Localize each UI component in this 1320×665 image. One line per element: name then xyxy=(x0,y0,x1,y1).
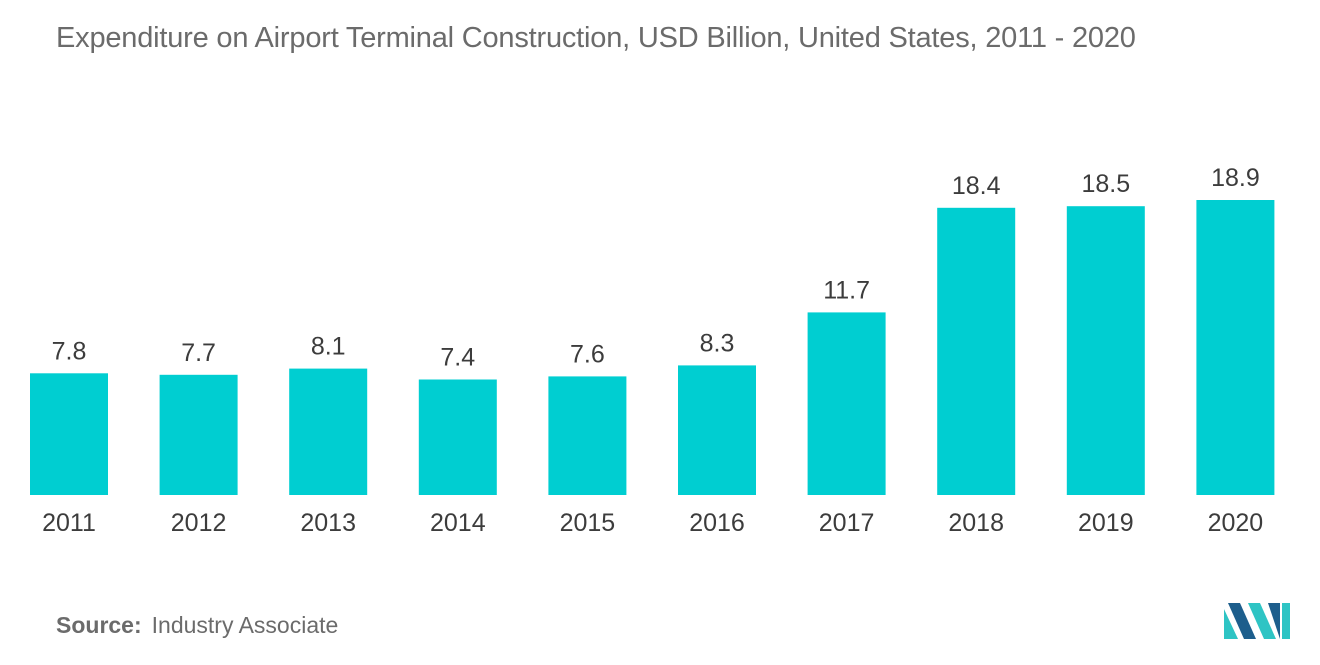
x-axis-ticks-layer: 2011 2012 2013 2014 2015 2016 2017 2018 2019 2020 xyxy=(42,509,1263,537)
bar-2020 xyxy=(1196,200,1275,495)
x-tick-2012: 2012 xyxy=(171,509,227,537)
bar-2014 xyxy=(418,379,497,495)
source-label: Source: xyxy=(56,612,142,638)
x-tick-2020: 2020 xyxy=(1208,509,1264,537)
x-tick-2014: 2014 xyxy=(430,509,486,537)
x-tick-2011: 2011 xyxy=(42,509,96,537)
bar-2015 xyxy=(548,376,627,495)
bar-2019 xyxy=(1066,206,1145,495)
x-tick-2015: 2015 xyxy=(560,509,616,537)
value-labels-layer: 7.8 7.7 8.1 7.4 7.6 8.3 11.7 18.4 18.5 18.9 xyxy=(52,164,1260,372)
value-label-2015: 7.6 xyxy=(570,340,605,368)
value-label-2017: 11.7 xyxy=(823,276,870,304)
bar-2016 xyxy=(678,365,756,495)
bars-layer xyxy=(30,200,1275,496)
bar-2013 xyxy=(289,368,368,495)
chart-title: Expenditure on Airport Terminal Construc… xyxy=(56,22,1136,54)
bar-2012 xyxy=(159,374,238,495)
value-label-2016: 8.3 xyxy=(700,329,735,357)
source-note: Source: Industry Associate xyxy=(56,612,338,639)
bar-2017 xyxy=(807,312,886,495)
value-label-2020: 18.9 xyxy=(1211,164,1260,192)
value-label-2013: 8.1 xyxy=(311,333,346,361)
value-label-2011: 7.8 xyxy=(52,337,87,365)
mordor-intelligence-logo-icon xyxy=(1224,603,1290,639)
x-tick-2016: 2016 xyxy=(689,509,745,537)
x-tick-2013: 2013 xyxy=(300,509,356,537)
bar-2018 xyxy=(937,207,1016,496)
x-tick-2019: 2019 xyxy=(1078,509,1134,537)
value-label-2012: 7.7 xyxy=(181,339,216,367)
source-value: Industry Associate xyxy=(151,612,339,638)
x-tick-2018: 2018 xyxy=(948,509,1004,537)
value-label-2018: 18.4 xyxy=(952,172,1001,200)
value-label-2014: 7.4 xyxy=(440,344,475,372)
x-tick-2017: 2017 xyxy=(819,509,875,537)
value-label-2019: 18.5 xyxy=(1081,170,1130,198)
bar-2011 xyxy=(30,373,108,495)
